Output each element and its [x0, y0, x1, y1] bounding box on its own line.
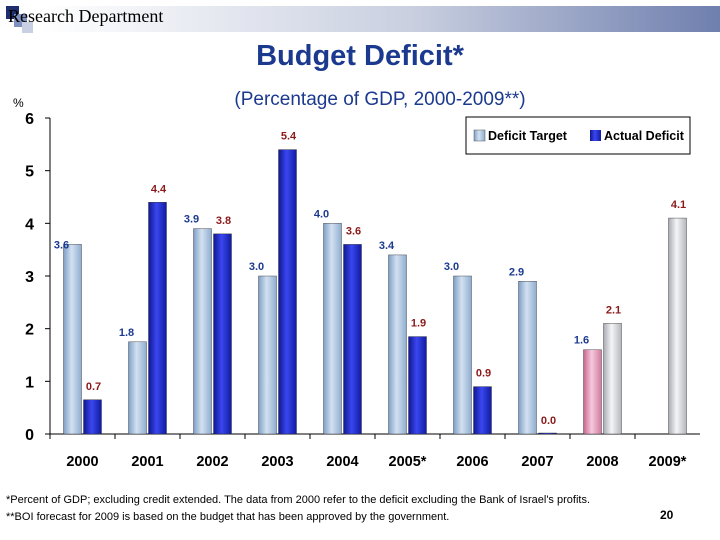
- x-tick-label-2002: 2002: [196, 454, 228, 470]
- chart-subtitle: (Percentage of GDP, 2000-2009**): [234, 89, 526, 110]
- y-tick-label-6: 6: [25, 111, 34, 128]
- y-tick-label-5: 5: [25, 164, 34, 181]
- legend-swatch-target: [473, 129, 486, 142]
- bar-actual-2000: [83, 399, 102, 435]
- x-tick-label-2004: 2004: [326, 454, 358, 470]
- label-target-2007: 2.9: [509, 266, 524, 278]
- bar-target-2001: [128, 341, 147, 435]
- bar-actual-2004: [343, 244, 362, 435]
- x-tick-label-2006: 2006: [456, 454, 488, 470]
- chart-legend: Deficit Target Actual Deficit: [465, 116, 691, 155]
- department-label: Research Department: [8, 6, 164, 26]
- x-tick-label-2003: 2003: [261, 454, 293, 470]
- y-tick-label-4: 4: [25, 216, 34, 233]
- label-actual-2008: 2.1: [606, 304, 621, 316]
- x-tick-label-2007: 2007: [521, 454, 553, 470]
- y-tick-label-3: 3: [25, 269, 34, 286]
- bar-actual-2006: [473, 386, 492, 435]
- page-number: 20: [660, 508, 674, 522]
- bar-target-2006: [453, 275, 472, 435]
- bar-actual-2001: [148, 202, 167, 435]
- y-tick-label-1: 1: [25, 374, 34, 391]
- x-tick-label-2008: 2008: [586, 454, 618, 470]
- header-gradient: [40, 6, 720, 32]
- x-tick-label-2000: 2000: [66, 454, 98, 470]
- x-tick-label-2009*: 2009*: [649, 454, 687, 470]
- bar-target-2000: [63, 244, 82, 435]
- header-bar: [0, 0, 720, 38]
- legend-box: [465, 116, 691, 155]
- bar-actual-2003: [278, 149, 297, 435]
- label-target-2003: 3.0: [249, 261, 264, 273]
- footnote-1: *Percent of GDP; excluding credit extend…: [6, 494, 590, 506]
- label-target-2002: 3.9: [184, 214, 199, 226]
- x-tick-label-2005*: 2005*: [389, 454, 427, 470]
- label-actual-2007: 0.0: [541, 415, 556, 427]
- label-actual-2001: 4.4: [151, 183, 167, 195]
- bar-target-2004: [323, 223, 342, 435]
- bar-target-2003: [258, 275, 277, 435]
- label-actual-2000: 0.7: [86, 381, 101, 393]
- bar-target-2005*: [388, 254, 407, 435]
- label-actual-2003: 5.4: [281, 131, 297, 143]
- bar-target-2008: [583, 349, 602, 435]
- y-axis-unit: %: [13, 96, 24, 110]
- header-square-light: [22, 22, 33, 33]
- label-target-2005*: 3.4: [379, 240, 395, 252]
- x-tick-label-2001: 2001: [131, 454, 163, 470]
- legend-label-target: Deficit Target: [488, 129, 568, 143]
- bar-actual-2007: [538, 432, 557, 435]
- legend-label-actual: Actual Deficit: [604, 129, 685, 143]
- y-tick-label-0: 0: [25, 427, 34, 444]
- bar-actual-2005*: [408, 336, 427, 435]
- label-target-2001: 1.8: [119, 327, 134, 339]
- label-actual-2004: 3.6: [346, 225, 361, 237]
- label-target-2004: 4.0: [314, 208, 329, 220]
- plot-area: 0 1 2 3 4 5 6 2000 2001 2002 2003 2004 2005* 2006 2007…: [25, 111, 700, 470]
- legend-swatch-actual: [590, 130, 601, 141]
- label-target-2009*: 4.1: [671, 199, 686, 211]
- label-actual-2002: 3.8: [216, 215, 231, 227]
- label-target-2006: 3.0: [444, 261, 459, 273]
- label-actual-2006: 0.9: [476, 368, 491, 380]
- footnote-2: **BOI forecast for 2009 is based on the …: [6, 511, 450, 523]
- bar-target-2002: [193, 228, 212, 435]
- label-actual-2005*: 1.9: [411, 318, 426, 330]
- y-tick-label-2: 2: [25, 322, 34, 339]
- bar-actual-2002: [213, 233, 232, 435]
- label-target-2008: 1.6: [574, 335, 589, 347]
- bar-target-2007: [518, 281, 537, 435]
- label-target-2000: 3.6: [54, 239, 69, 251]
- chart-title: Budget Deficit*: [256, 40, 464, 72]
- bar-target-2009*: [668, 217, 687, 435]
- bar-actual-2008: [603, 323, 622, 435]
